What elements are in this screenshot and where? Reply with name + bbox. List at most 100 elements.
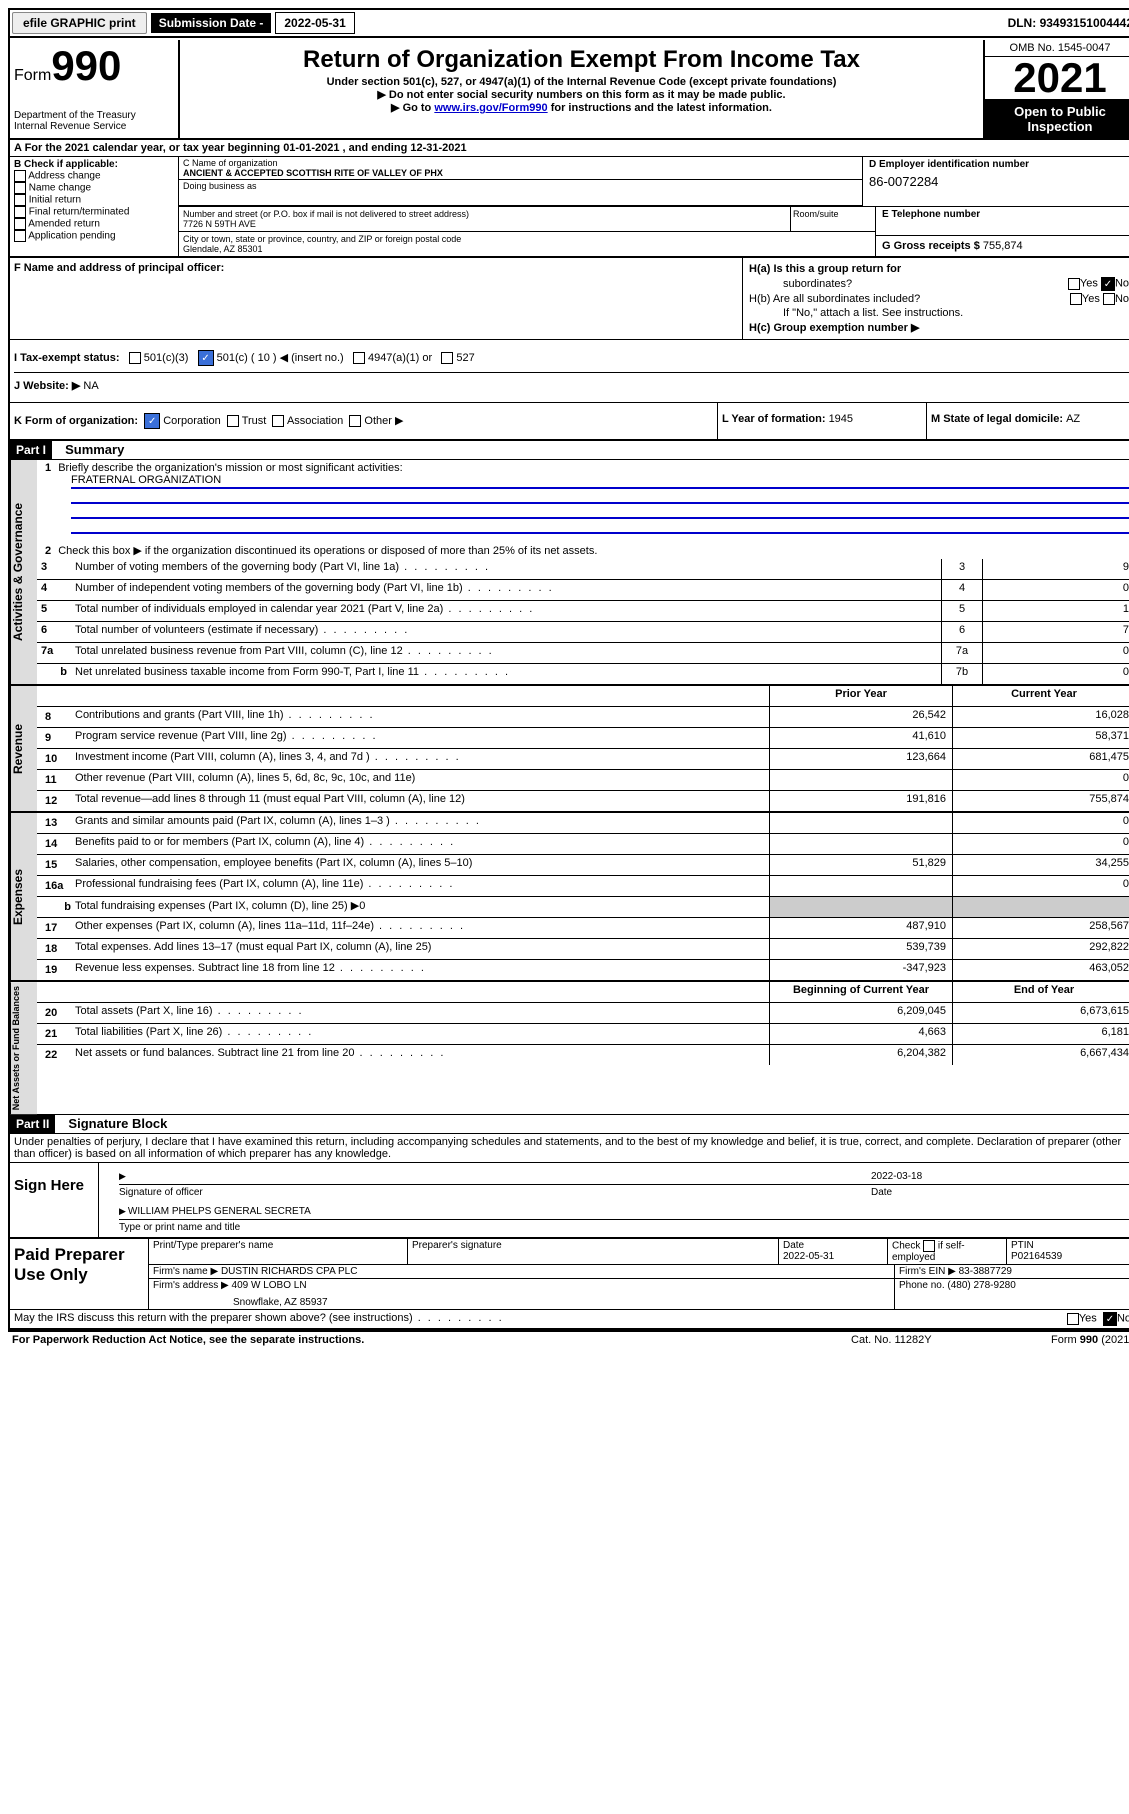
chk-final[interactable] xyxy=(14,206,26,218)
prep-date-val: 2022-05-31 xyxy=(783,1251,883,1262)
col-b-label: B Check if applicable: xyxy=(14,159,174,170)
sig-date-label: Date xyxy=(871,1187,1129,1198)
ln2-num: 2 xyxy=(41,543,55,559)
form-label: Form xyxy=(14,67,51,84)
tax-year: 2021 xyxy=(985,57,1129,100)
ln20-p: 6,209,045 xyxy=(769,1003,952,1023)
firm-name: DUSTIN RICHARDS CPA PLC xyxy=(221,1266,358,1277)
chk-527[interactable] xyxy=(441,352,453,364)
chk-name[interactable] xyxy=(14,182,26,194)
ln16b: Total fundraising expenses (Part IX, col… xyxy=(75,899,365,915)
ln12-c: 755,874 xyxy=(952,791,1129,811)
ha-no-chk[interactable]: ✓ xyxy=(1101,277,1115,291)
cat-no: Cat. No. 11282Y xyxy=(851,1334,1051,1346)
ln8-p: 26,542 xyxy=(769,707,952,727)
chk-trust[interactable] xyxy=(227,415,239,427)
opt-corp: Corporation xyxy=(163,415,220,427)
chk-4947[interactable] xyxy=(353,352,365,364)
chk-501c3[interactable] xyxy=(129,352,141,364)
ln8-c: 16,028 xyxy=(952,707,1129,727)
side-expenses: Expenses xyxy=(10,813,37,980)
ln4-val: 0 xyxy=(982,580,1129,600)
opt-527: 527 xyxy=(456,352,474,364)
hdr-begin: Beginning of Current Year xyxy=(769,982,952,1002)
addr-value: 7726 N 59TH AVE xyxy=(183,219,786,229)
ln11: Other revenue (Part VIII, column (A), li… xyxy=(75,772,415,788)
hb-yes-chk[interactable] xyxy=(1070,293,1082,305)
part-ii-title: Signature Block xyxy=(58,1116,167,1131)
ptin-hdr: PTIN xyxy=(1011,1240,1129,1251)
firm-phone: (480) 278-9280 xyxy=(947,1280,1015,1291)
firm-ein: 83-3887729 xyxy=(959,1266,1012,1277)
sig-officer-label: Signature of officer xyxy=(119,1187,871,1198)
inspect2: Inspection xyxy=(987,119,1129,134)
ln18: Total expenses. Add lines 13–17 (must eq… xyxy=(75,941,431,957)
row-i-label: I Tax-exempt status: xyxy=(14,352,120,364)
hb-no-chk[interactable] xyxy=(1103,293,1115,305)
ln12-p: 191,816 xyxy=(769,791,952,811)
ln22: Net assets or fund balances. Subtract li… xyxy=(75,1047,445,1063)
chk-amended[interactable] xyxy=(14,218,26,230)
discuss-no-chk[interactable]: ✓ xyxy=(1103,1312,1117,1326)
firm-addr: 409 W LOBO LN xyxy=(232,1280,307,1291)
opt-final: Final return/terminated xyxy=(29,207,130,218)
hb-no: No xyxy=(1115,293,1129,305)
opt-initial: Initial return xyxy=(29,195,81,206)
header-left: Form990 Department of the Treasury Inter… xyxy=(10,40,180,138)
opt-4947: 4947(a)(1) or xyxy=(368,352,432,364)
ln19: Revenue less expenses. Subtract line 18 … xyxy=(75,962,426,978)
ln17-p: 487,910 xyxy=(769,918,952,938)
firm-ein-lbl: Firm's EIN ▶ xyxy=(899,1266,959,1277)
ln10-c: 681,475 xyxy=(952,749,1129,769)
note2-post: for instructions and the latest informat… xyxy=(548,102,772,114)
ha-no: No xyxy=(1115,278,1129,290)
addr-label: Number and street (or P.O. box if mail i… xyxy=(183,209,786,219)
ln19-p: -347,923 xyxy=(769,960,952,980)
chk-initial[interactable] xyxy=(14,194,26,206)
prep-self-chk[interactable] xyxy=(923,1240,935,1252)
row-m: M State of legal domicile: AZ xyxy=(926,403,1129,439)
chk-pending[interactable] xyxy=(14,230,26,242)
sub-date-text: Submission Date - xyxy=(159,16,264,30)
chk-other[interactable] xyxy=(349,415,361,427)
chk-address[interactable] xyxy=(14,170,26,182)
ln7a-text: Total unrelated business revenue from Pa… xyxy=(71,643,941,663)
chk-501c[interactable]: ✓ xyxy=(198,350,214,366)
sub-date-label: Submission Date - xyxy=(151,13,272,33)
type-name-label: Type or print name and title xyxy=(119,1222,1129,1233)
ha-yes-chk[interactable] xyxy=(1068,278,1080,290)
part-ii-hdr: Part II xyxy=(10,1115,55,1133)
irs-label: Internal Revenue Service xyxy=(14,121,174,132)
discuss-no: No xyxy=(1117,1313,1129,1325)
discuss-yes-chk[interactable] xyxy=(1067,1313,1079,1325)
ein-value: 86-0072284 xyxy=(869,170,1129,193)
header-right: OMB No. 1545-0047 2021 Open to Public In… xyxy=(983,40,1129,138)
ln4-text: Number of independent voting members of … xyxy=(71,580,941,600)
prep-self-emp: Check if self-employed xyxy=(888,1239,1007,1264)
opt-address: Address change xyxy=(28,171,100,182)
ln13: Grants and similar amounts paid (Part IX… xyxy=(75,815,481,831)
chk-corp[interactable]: ✓ xyxy=(144,413,160,429)
dln-label: DLN: xyxy=(1008,16,1040,30)
ln15-p: 51,829 xyxy=(769,855,952,875)
prep-date-hdr: Date xyxy=(783,1240,883,1251)
discuss-yes: Yes xyxy=(1079,1313,1097,1325)
declaration-text: Under penalties of perjury, I declare th… xyxy=(10,1134,1129,1162)
ln21-c: 6,181 xyxy=(952,1024,1129,1044)
city-value: Glendale, AZ 85301 xyxy=(183,244,871,254)
part-i-title: Summary xyxy=(55,442,124,457)
chk-assoc[interactable] xyxy=(272,415,284,427)
irs-link[interactable]: www.irs.gov/Form990 xyxy=(434,102,547,114)
col-b-checkboxes: B Check if applicable: Address change Na… xyxy=(10,157,179,256)
efile-btn[interactable]: efile GRAPHIC print xyxy=(12,12,147,34)
note1: ▶ Do not enter social security numbers o… xyxy=(184,88,979,101)
row-m-label: M State of legal domicile: xyxy=(931,413,1066,425)
row-l: L Year of formation: 1945 xyxy=(717,403,926,439)
dln-val: 93493151004442 xyxy=(1040,16,1129,30)
ln14-c: 0 xyxy=(952,834,1129,854)
opt-trust: Trust xyxy=(242,415,267,427)
ln14-p xyxy=(769,834,952,854)
form-footer: Form 990 (2021) xyxy=(1051,1334,1129,1346)
col-g-gross: G Gross receipts $ 755,874 xyxy=(875,235,1129,256)
ln22-p: 6,204,382 xyxy=(769,1045,952,1065)
